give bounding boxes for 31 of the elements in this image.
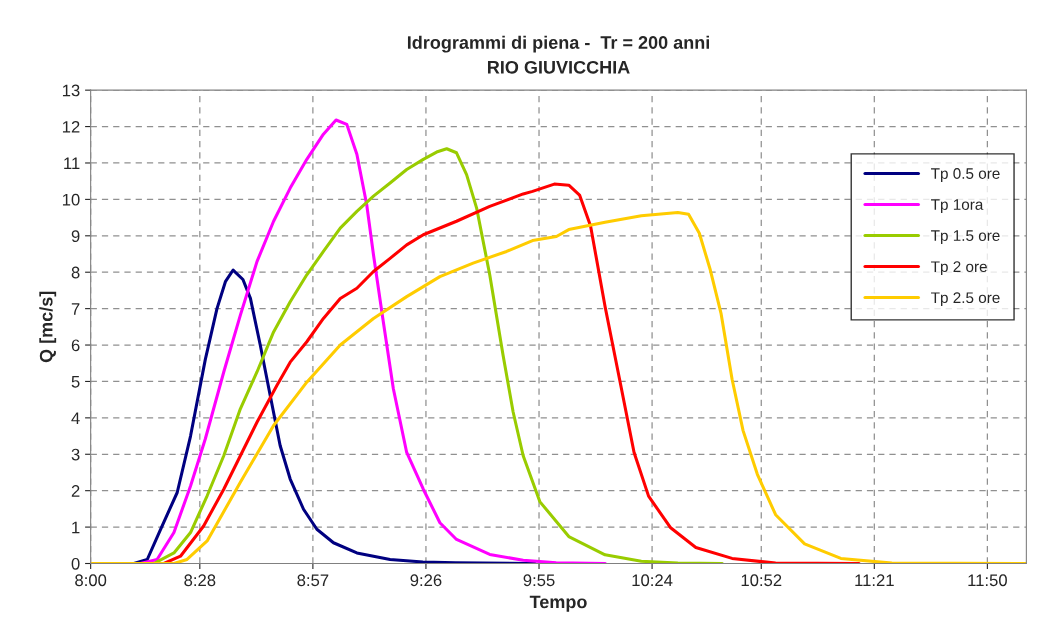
x-tick-label: 8:28 — [184, 574, 216, 587]
y-tick-label: 2 — [71, 485, 80, 497]
legend-label: Tp 0.5 ore — [931, 168, 1000, 182]
y-tick-label: 0 — [71, 557, 80, 570]
y-tick-label: 4 — [71, 412, 80, 424]
legend-label: Tp 1ora — [931, 199, 984, 213]
y-tick-label: 12 — [62, 120, 80, 133]
y-tick-label: 1 — [72, 521, 80, 534]
x-tick-label: 8:57 — [297, 574, 329, 587]
y-tick-label: 8 — [71, 266, 80, 279]
y-tick-label: 10 — [62, 193, 80, 206]
x-axis-title: Tempo — [529, 595, 587, 612]
x-tick-label: 8:00 — [75, 574, 107, 587]
x-tick-label: 10:24 — [632, 574, 673, 587]
x-tick-label: 11:21 — [855, 574, 894, 586]
y-axis-title: Q [mc/s] — [39, 291, 57, 363]
y-tick-label: 7 — [71, 303, 80, 315]
y-tick-label: 5 — [71, 376, 80, 388]
legend-label: Tp 2 ore — [931, 261, 987, 276]
x-tick-label: 11:50 — [968, 574, 1007, 587]
y-tick-label: 9 — [71, 230, 80, 243]
x-tick-label: 9:26 — [410, 574, 442, 587]
chart-title: Idrogrammi di piena - Tr = 200 anni RIO GIUVICCHIA — [407, 35, 709, 74]
legend-label: Tp 2.5 ore — [931, 292, 1000, 307]
legend-label: Tp 1.5 ore — [931, 230, 1000, 245]
x-tick-label: 9:55 — [523, 574, 555, 587]
y-tick-label: 3 — [71, 448, 80, 461]
y-tick-label: 6 — [71, 339, 80, 352]
x-tick-label: 10:52 — [741, 574, 782, 587]
y-tick-label: 13 — [62, 84, 80, 97]
y-tick-label: 11 — [64, 157, 80, 170]
